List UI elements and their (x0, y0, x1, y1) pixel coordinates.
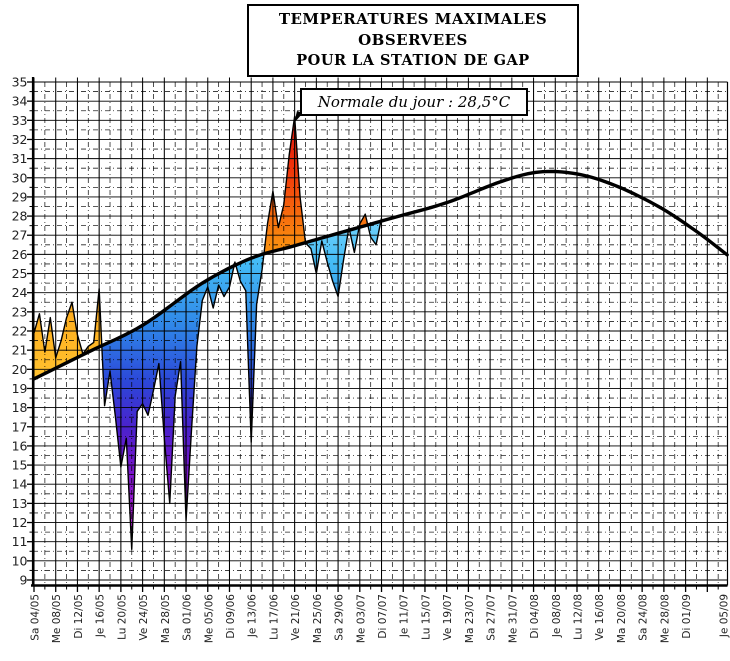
y-axis-labels: 9 10 11 12 13 14 15 16 17 18 19 20 21 22 23 24 25 26 27 28 2… (12, 75, 28, 588)
x-tick-label: Ma 25/06 (312, 594, 324, 643)
x-axis-labels: Sa 04/05 Me 08/05 Di 12/05 Je 16/05 Lu 20/05… (30, 594, 730, 643)
x-tick-label: Me 08/05 (51, 594, 63, 643)
x-tick-label: Ve 16/08 (594, 594, 606, 640)
y-tick-label: 13 (12, 496, 28, 511)
x-tick-label: Di 09/06 (225, 594, 237, 639)
x-tick-label: Di 01/09 (681, 594, 693, 639)
x-tick-label: Di 04/08 (529, 594, 541, 639)
y-tick-label: 32 (12, 132, 28, 147)
x-tick-label: Je 08/08 (551, 594, 563, 638)
x-tick-label: Je 13/06 (247, 594, 259, 638)
normal-of-day-text: Normale du jour : 28,5°C (317, 93, 511, 111)
x-tick-label: Sa 29/06 (334, 594, 346, 641)
x-tick-label: Sa 27/07 (486, 594, 498, 641)
x-tick-label: Ma 23/07 (464, 594, 476, 643)
y-tick-label: 23 (12, 304, 28, 319)
y-tick-label: 21 (12, 343, 28, 358)
chart-title-box: TEMPERATURES MAXIMALES OBSERVEES POUR LA… (247, 4, 579, 77)
y-tick-label: 14 (12, 477, 28, 492)
x-tick-label: Di 12/05 (73, 594, 85, 639)
grid (33, 81, 728, 586)
y-tick-label: 17 (12, 419, 28, 434)
y-tick-label: 25 (12, 266, 28, 281)
chart-title-line2: POUR LA STATION DE GAP (296, 52, 530, 69)
x-tick-label: Je 16/05 (95, 594, 107, 638)
observed-temperature-line (33, 115, 383, 551)
y-tick-label: 30 (12, 170, 28, 185)
x-tick-label: Ve 21/06 (290, 594, 302, 641)
y-tick-label: 22 (12, 324, 28, 339)
x-tick-label: Je 05/09 (719, 594, 730, 638)
axes (27, 77, 729, 592)
x-tick-label: Sa 24/08 (638, 594, 650, 641)
y-tick-label: 16 (12, 438, 28, 453)
y-tick-label: 34 (12, 94, 28, 109)
x-tick-label: Lu 15/07 (420, 594, 432, 640)
chart-title-line1: TEMPERATURES MAXIMALES OBSERVEES (278, 10, 548, 49)
x-tick-label: Me 28/08 (659, 594, 671, 643)
y-tick-label: 35 (12, 75, 28, 90)
x-tick-label: Me 31/07 (507, 594, 519, 643)
y-tick-label: 9 (20, 573, 28, 588)
x-tick-label: Ma 28/05 (160, 594, 172, 643)
x-tick-label: Sa 01/06 (182, 594, 194, 641)
y-tick-label: 24 (12, 285, 28, 300)
x-tick-label: Je 11/07 (399, 594, 411, 638)
x-tick-label: Ve 24/05 (138, 594, 150, 640)
x-tick-label: Di 07/07 (377, 594, 389, 639)
y-tick-label: 12 (12, 515, 28, 530)
x-tick-label: Lu 20/05 (116, 594, 128, 640)
y-tick-label: 27 (12, 228, 28, 243)
y-tick-label: 18 (12, 400, 28, 415)
y-tick-label: 20 (12, 362, 28, 377)
y-tick-label: 33 (12, 113, 28, 128)
x-tick-label: Ve 19/07 (442, 594, 454, 640)
x-tick-label: Sa 04/05 (30, 594, 42, 641)
y-tick-label: 19 (12, 381, 28, 396)
normal-of-day-annotation: Normale du jour : 28,5°C (300, 88, 528, 116)
y-tick-label: 15 (12, 458, 28, 473)
normal-temperature-curve (32, 169, 729, 381)
y-tick-label: 28 (12, 209, 28, 224)
y-tick-label: 11 (12, 534, 28, 549)
x-tick-label: Me 05/06 (203, 594, 215, 643)
y-tick-label: 10 (12, 553, 28, 568)
x-tick-label: Lu 17/06 (268, 594, 280, 640)
x-tick-label: Lu 12/08 (573, 594, 585, 640)
y-tick-label: 29 (12, 189, 28, 204)
x-tick-label: Me 03/07 (355, 594, 367, 643)
y-tick-label: 26 (12, 247, 28, 262)
x-tick-label: Ma 20/08 (616, 594, 628, 643)
y-tick-label: 31 (12, 151, 28, 166)
